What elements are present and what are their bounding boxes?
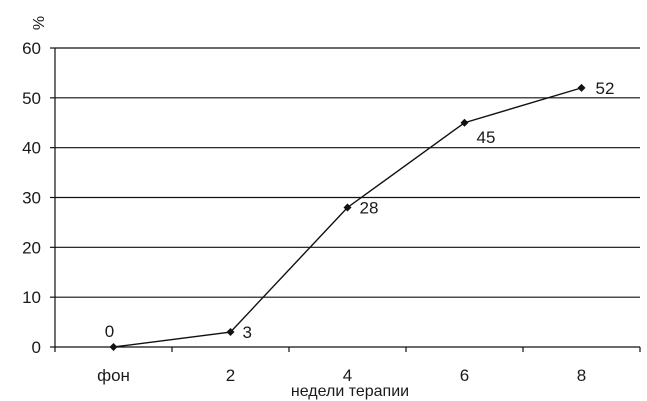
y-tick-label: 0	[32, 338, 41, 357]
data-point-marker	[460, 118, 469, 127]
data-label: 0	[105, 322, 114, 341]
y-tick-label: 60	[22, 39, 41, 58]
data-point-marker	[109, 343, 118, 351]
data-label: 45	[477, 128, 496, 147]
data-label: 28	[360, 198, 379, 217]
data-labels: 0 3 28 45 52	[105, 79, 615, 342]
y-axis-title: %	[31, 16, 48, 30]
data-point-marker	[577, 83, 586, 92]
x-tick-label: 6	[460, 366, 469, 385]
x-tick-label: 2	[226, 366, 235, 385]
x-axis-title: недели терапии	[291, 383, 409, 400]
y-tick-label: 50	[22, 89, 41, 108]
y-tick-label: 20	[22, 238, 41, 257]
data-label: 52	[596, 79, 615, 98]
data-point-marker	[226, 328, 235, 337]
x-tick-label: фон	[97, 366, 130, 385]
x-tick-label: 8	[577, 366, 586, 385]
series-line	[109, 83, 586, 351]
gridlines	[55, 47, 640, 298]
x-tick-label: 4	[343, 366, 352, 385]
y-tick-label: 40	[22, 139, 41, 158]
y-tick-label: 10	[22, 288, 41, 307]
axes	[50, 47, 641, 352]
y-tick-label: 30	[22, 189, 41, 208]
data-label: 3	[243, 323, 252, 342]
data-point-marker	[343, 203, 352, 212]
series-polyline	[113, 87, 582, 348]
